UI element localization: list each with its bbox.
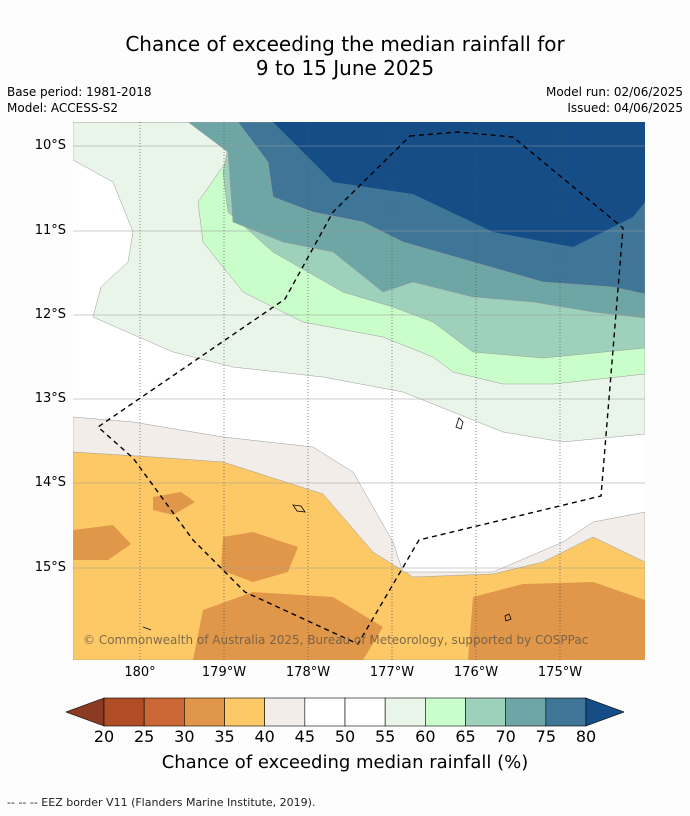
lon-label-179w: 179°W xyxy=(201,665,247,680)
colorbar-tick-label: 25 xyxy=(133,727,155,746)
colorbar-label: Chance of exceeding median rainfall (%) xyxy=(161,752,529,773)
island-outline-d xyxy=(142,626,152,631)
colorbar-tick-label: 75 xyxy=(535,727,556,746)
forecast-map xyxy=(73,122,645,660)
lon-label-175w: 175°W xyxy=(537,665,583,680)
colorbar-tick-label: 65 xyxy=(455,727,476,746)
colorbar-tick-label: 20 xyxy=(93,727,115,746)
graticule xyxy=(73,122,645,660)
island-outline-c xyxy=(504,613,512,622)
eez-border xyxy=(96,131,624,645)
base-period: Base period: 1981-2018 xyxy=(7,85,152,99)
colorbar-extend-high xyxy=(585,697,624,727)
colorbar-tick-label: 55 xyxy=(374,727,396,746)
colorbar-segment xyxy=(545,697,587,727)
colorbar-segment xyxy=(304,697,346,727)
eez-legend-note: -- -- -- EEZ border V11 (Flanders Marine… xyxy=(7,796,316,809)
lat-label-14s: 14°S xyxy=(34,475,66,490)
colorbar xyxy=(66,697,624,727)
model-run: Model run: 02/06/2025 xyxy=(545,85,683,99)
lat-label-15s: 15°S xyxy=(34,560,66,575)
colorbar-segment xyxy=(465,697,506,727)
island-outline-b xyxy=(292,504,306,513)
issued-date: Issued: 04/06/2025 xyxy=(567,101,683,115)
band-30-35-e xyxy=(468,582,645,660)
colorbar-tick-label: 35 xyxy=(214,727,235,746)
colorbar-segment xyxy=(264,697,306,727)
colorbar-segment xyxy=(184,697,225,727)
colorbar-segment xyxy=(143,697,185,727)
island-outline-a xyxy=(455,417,464,430)
colorbar-tick-label: 40 xyxy=(254,727,275,746)
lon-label-176w: 176°W xyxy=(453,665,499,680)
lon-label-177w: 177°W xyxy=(369,665,415,680)
colorbar-extend-low xyxy=(66,697,105,727)
colorbar-segment xyxy=(384,697,426,727)
colorbar-segment xyxy=(224,697,265,727)
lat-label-10s: 10°S xyxy=(34,138,66,153)
lat-label-13s: 13°S xyxy=(34,391,66,406)
colorbar-tick-label: 30 xyxy=(174,727,195,746)
lat-label-12s: 12°S xyxy=(34,307,66,322)
colorbar-tick-label: 80 xyxy=(575,727,597,746)
band-80 xyxy=(273,122,645,247)
band-30-35-a xyxy=(73,525,131,560)
title-line-2: 9 to 15 June 2025 xyxy=(255,56,435,80)
colorbar-segment xyxy=(505,697,547,727)
copyright-notice: © Commonwealth of Australia 2025, Bureau… xyxy=(83,633,589,647)
colorbar-tick-label: 70 xyxy=(495,727,516,746)
colorbar-tick-label: 50 xyxy=(334,727,356,746)
colorbar-tick-label: 60 xyxy=(415,727,436,746)
lat-label-11s: 11°S xyxy=(34,223,66,238)
lon-label-178w: 178°W xyxy=(285,665,331,680)
band-30-35-b xyxy=(221,532,298,582)
colorbar-segment xyxy=(103,697,145,727)
colorbar-segment xyxy=(344,697,386,727)
band-30-35-c xyxy=(153,492,195,515)
band-30-35-d xyxy=(193,592,383,660)
title-line-1: Chance of exceeding the median rainfall … xyxy=(125,32,565,56)
colorbar-tick-label: 45 xyxy=(294,727,315,746)
colorbar-segment xyxy=(425,697,466,727)
lon-label-180: 180° xyxy=(124,665,156,680)
model-name: Model: ACCESS-S2 xyxy=(7,101,119,115)
